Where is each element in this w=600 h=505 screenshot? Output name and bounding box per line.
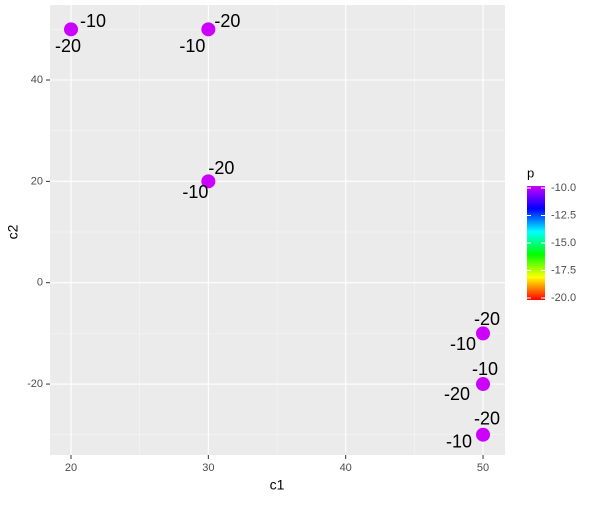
x-tick-label: 40 bbox=[340, 462, 352, 474]
point-label: -10 bbox=[446, 431, 472, 451]
y-tick-label: 20 bbox=[31, 175, 43, 187]
y-tick-label: 40 bbox=[31, 74, 43, 86]
point-label: -20 bbox=[214, 11, 240, 31]
point bbox=[201, 174, 216, 189]
legend-tick-label: -15.0 bbox=[551, 237, 576, 249]
y-tick-label: -20 bbox=[27, 378, 43, 390]
point bbox=[64, 22, 79, 37]
x-tick-label: 20 bbox=[65, 462, 77, 474]
point-label: -20 bbox=[55, 36, 81, 56]
point-label: -10 bbox=[179, 36, 205, 56]
y-axis-title: c2 bbox=[5, 224, 21, 239]
y-tick-label: 0 bbox=[37, 277, 43, 289]
legend-tick-label: -12.5 bbox=[551, 209, 576, 221]
point-label: -20 bbox=[474, 309, 500, 329]
x-tick-label: 50 bbox=[477, 462, 489, 474]
point bbox=[476, 377, 491, 392]
legend-tick-label: -20.0 bbox=[551, 292, 576, 304]
point-label: -20 bbox=[474, 408, 500, 428]
legend-tick-label: -17.5 bbox=[551, 264, 576, 276]
point bbox=[201, 22, 216, 37]
panel bbox=[50, 5, 505, 455]
x-axis-title: c1 bbox=[270, 477, 285, 493]
colorbar bbox=[527, 186, 545, 300]
point-label: -20 bbox=[208, 158, 234, 178]
point bbox=[476, 427, 491, 442]
point-label: -20 bbox=[444, 384, 470, 404]
legend-tick-label: -10.0 bbox=[551, 182, 576, 194]
point bbox=[476, 326, 491, 341]
point-label: -10 bbox=[182, 182, 208, 202]
point-label: -10 bbox=[450, 334, 476, 354]
legend-title: p bbox=[527, 165, 534, 180]
point-label: -10 bbox=[472, 359, 498, 379]
point-label: -10 bbox=[80, 11, 106, 31]
x-tick-label: 30 bbox=[202, 462, 214, 474]
